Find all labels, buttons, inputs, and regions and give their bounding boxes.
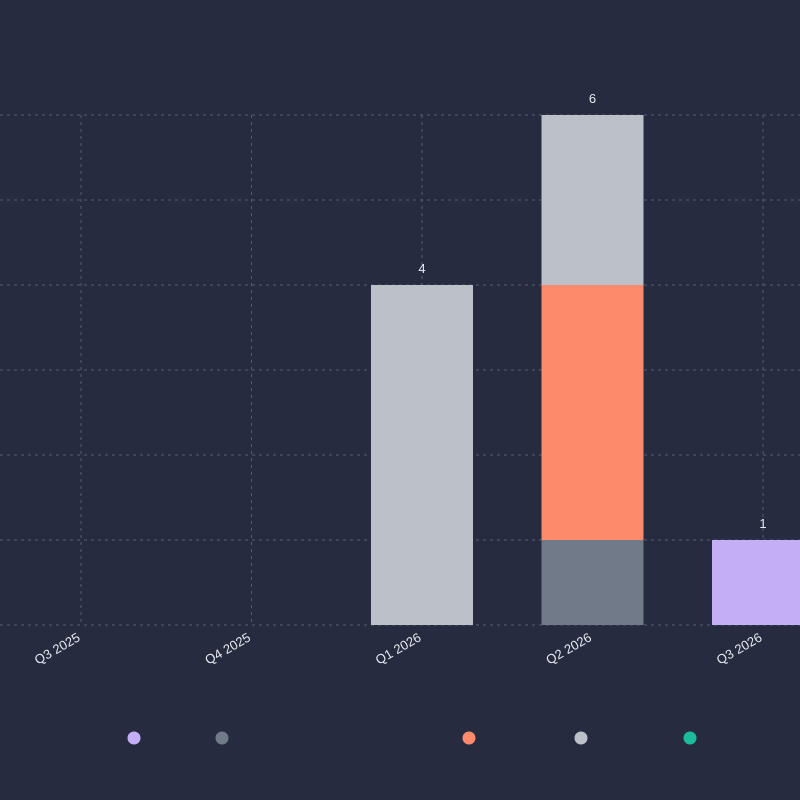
bar-segment: [541, 115, 644, 285]
legend-marker: [215, 731, 229, 745]
total-label: 6: [589, 91, 596, 106]
legend-marker: [683, 731, 697, 745]
bar-segment: [541, 540, 644, 625]
legend-marker: [462, 731, 476, 745]
x-tick-label: Q3 2025: [32, 630, 83, 668]
bar-segment: [371, 285, 473, 625]
total-label: 1: [759, 516, 766, 531]
bar-segment: [541, 285, 644, 540]
x-tick-label: Q1 2026: [373, 630, 424, 668]
x-tick-label: Q2 2026: [543, 630, 594, 668]
x-tick-label: Q4 2025: [202, 630, 253, 668]
total-label: 4: [418, 261, 425, 276]
bar-segment: [712, 540, 800, 625]
legend-marker: [574, 731, 588, 745]
legend-marker: [127, 731, 141, 745]
x-tick-label: Q3 2026: [714, 630, 765, 668]
